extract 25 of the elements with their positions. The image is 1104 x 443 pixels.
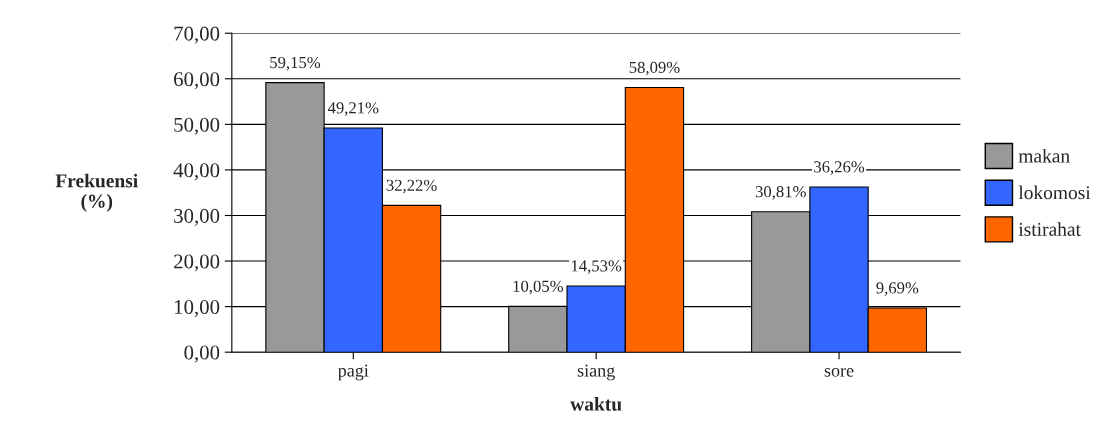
data-label: 36,26%	[814, 161, 865, 175]
data-label: 30,81%	[755, 186, 806, 200]
y-tick-label: 20,00	[174, 254, 220, 272]
x-tick-label: siang	[577, 364, 615, 381]
legend-label: lokomosi	[1018, 185, 1091, 200]
legend-label: makan	[1018, 148, 1070, 163]
y-tick-label: 0,00	[184, 345, 220, 363]
x-tick-label: pagi	[338, 364, 369, 381]
data-label: 49,21%	[327, 102, 379, 116]
y-tick-label: 40,00	[173, 163, 220, 181]
data-label: 58,09%	[629, 61, 680, 76]
data-label: 32,22%	[386, 179, 437, 194]
x-axis-title: waktu	[570, 397, 622, 411]
y-axis-title: Frekuensi (%)	[55, 173, 138, 212]
y-tick-label: 50,00	[174, 117, 220, 135]
data-label: 14,53%	[571, 260, 622, 274]
y-tick-label: 70,00	[174, 26, 220, 44]
y-tick-label: 60,00	[174, 72, 220, 90]
data-label: 9,69%	[876, 282, 919, 296]
x-tick-label: sore	[824, 368, 854, 377]
y-tick-label: 30,00	[174, 208, 220, 226]
data-label: 59,15%	[270, 56, 321, 71]
y-tick-label: 10,00	[174, 299, 220, 318]
legend-label: istirahat	[1018, 222, 1081, 236]
data-label: 10,05%	[513, 280, 563, 295]
